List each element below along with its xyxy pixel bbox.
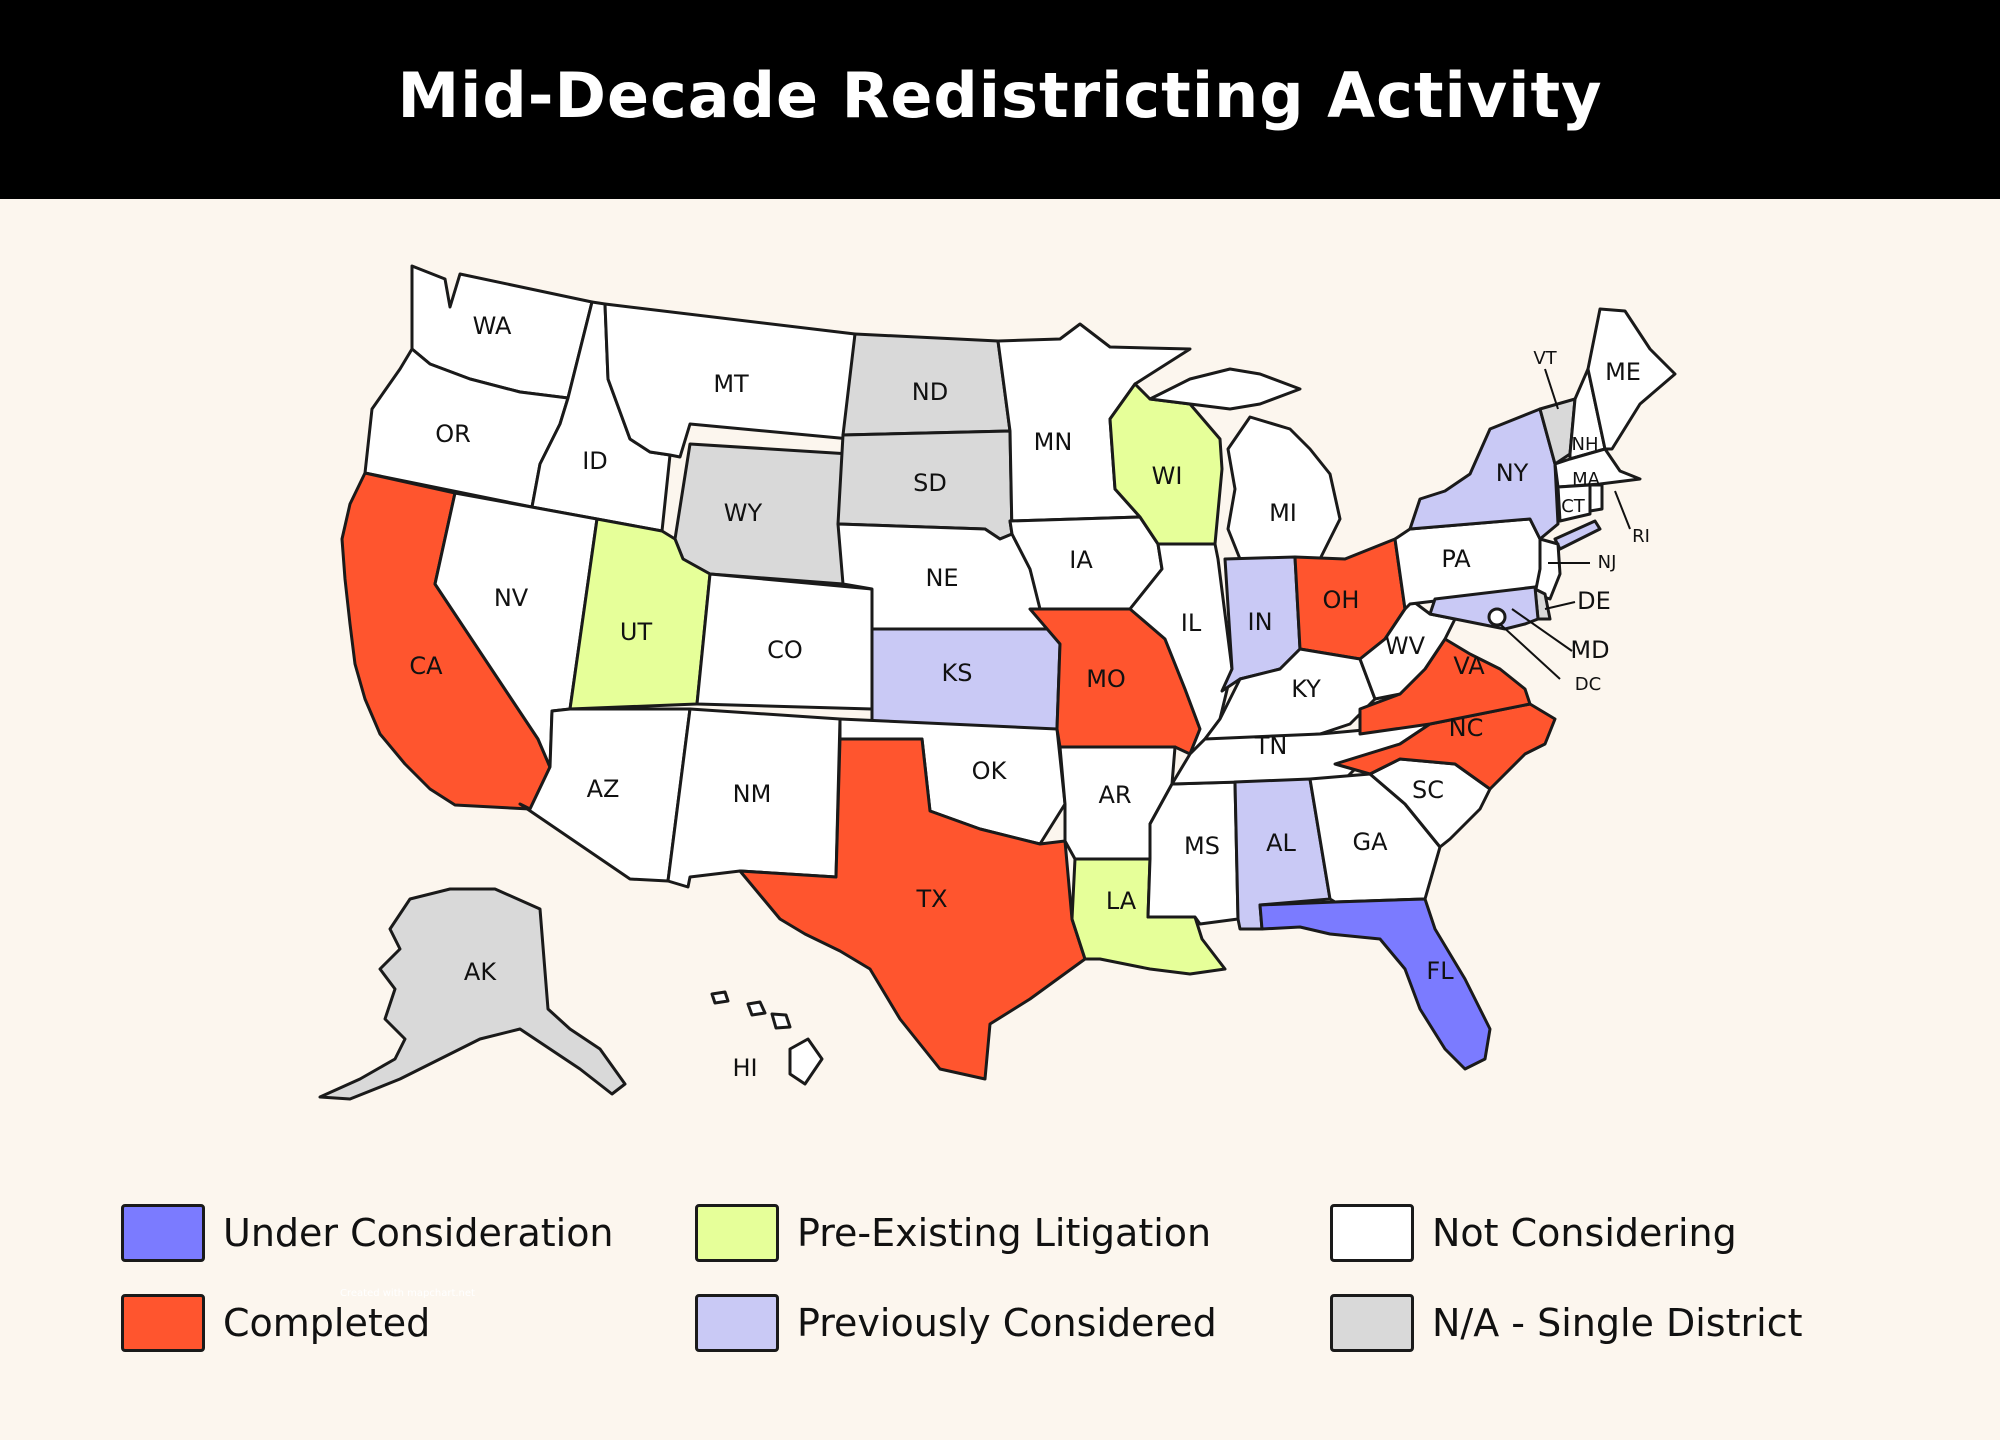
state-label-ca: CA [409,652,443,680]
state-label-id: ID [582,447,608,475]
legend-item-completed: Completed [121,1294,430,1352]
state-tx[interactable] [738,737,1087,1081]
state-label-vt: VT [1533,348,1557,369]
leader-line-vt [1544,368,1559,410]
state-label-ky: KY [1291,675,1321,703]
state-fl[interactable] [1258,897,1492,1071]
state-label-tx: TX [915,885,947,913]
map-title: Mid-Decade Redistricting Activity [397,59,1603,132]
state-label-ks: KS [942,659,973,687]
state-label-in: IN [1247,608,1272,636]
state-label-wi: WI [1152,462,1183,490]
legend-item-not-considering: Not Considering [1330,1204,1737,1262]
state-label-sc: SC [1412,776,1444,804]
legend-swatch-completed [121,1294,205,1352]
state-label-ok: OK [972,757,1008,785]
state-ak[interactable] [318,887,627,1101]
state-label-nj: NJ [1598,552,1617,573]
state-label-md: MD [1570,636,1609,664]
state-mi-upper[interactable] [1148,367,1302,411]
state-label-ia: IA [1069,546,1093,574]
state-label-pa: PA [1441,545,1471,573]
leader-line-dc [1499,623,1561,680]
state-label-ga: GA [1352,828,1388,856]
state-label-az: AZ [587,775,620,803]
legend-swatch-na-single-district [1330,1294,1414,1352]
state-label-or: OR [435,420,471,448]
state-label-sd: SD [913,469,947,497]
state-label-nm: NM [733,780,772,808]
legend-item-pre-existing-litigation: Pre-Existing Litigation [695,1204,1211,1262]
state-label-mo: MO [1086,665,1126,693]
state-label-nv: NV [494,584,529,612]
state-label-wv: WV [1385,632,1426,660]
state-nc[interactable] [1333,702,1557,791]
state-label-nc: NC [1449,714,1484,742]
state-ny[interactable] [1408,407,1560,541]
state-label-mn: MN [1034,428,1073,456]
state-me[interactable] [1586,307,1677,451]
state-label-nh: NH [1572,434,1599,455]
state-label-ct: CT [1561,496,1586,517]
state-label-co: CO [767,636,803,664]
state-wy[interactable] [673,442,852,586]
state-nj[interactable] [1533,537,1562,601]
legend-swatch-under-consideration [121,1204,205,1262]
state-wi[interactable] [1108,382,1224,546]
state-label-me: ME [1605,358,1641,386]
state-mi[interactable] [1226,415,1342,561]
legend-swatch-previously-considered [695,1294,779,1352]
leader-line-md [1511,608,1573,652]
state-label-ma: MA [1572,469,1601,490]
leader-line-de [1544,601,1576,610]
state-label-tn: TN [1254,732,1288,760]
state-label-ut: UT [620,618,653,646]
state-label-wa: WA [473,312,512,340]
legend-swatch-pre-existing-litigation [695,1204,779,1262]
legend-item-previously-considered: Previously Considered [695,1294,1217,1352]
legend-label-previously-considered: Previously Considered [797,1301,1217,1345]
state-label-al: AL [1266,829,1296,857]
state-label-il: IL [1181,609,1202,637]
state-ri[interactable] [1588,483,1604,513]
state-hi[interactable] [710,990,824,1086]
watermark: Created with mapchart.net [340,1288,475,1299]
legend-label-not-considering: Not Considering [1432,1211,1737,1255]
state-ny-long-island[interactable] [1553,519,1602,551]
title-bar: Mid-Decade Redistricting Activity [0,0,2000,199]
state-label-de: DE [1577,587,1611,615]
state-label-la: LA [1106,887,1137,915]
legend-item-na-single-district: N/A - Single District [1330,1294,1802,1352]
state-label-ny: NY [1496,459,1529,487]
state-label-dc: DC [1575,674,1601,695]
legend-label-pre-existing-litigation: Pre-Existing Litigation [797,1211,1212,1255]
state-label-nd: ND [912,378,948,406]
legend-swatch-not-considering [1330,1204,1414,1262]
state-label-ar: AR [1098,781,1131,809]
state-label-va: VA [1453,652,1485,680]
state-dc[interactable] [1487,607,1507,627]
state-label-mt: MT [713,370,749,398]
state-label-oh: OH [1323,586,1360,614]
state-ct[interactable] [1556,483,1592,523]
legend-label-completed: Completed [223,1301,431,1345]
legend-item-under-consideration: Under Consideration [121,1204,614,1262]
state-label-ak: AK [464,958,497,986]
state-label-hi: HI [732,1054,757,1082]
us-map: WA OR CA ID NV MT WY UT AZ CO NM ND SD N… [318,264,1677,1101]
legend-label-under-consideration: Under Consideration [223,1211,614,1255]
state-label-mi: MI [1269,499,1297,527]
state-label-ne: NE [925,564,958,592]
state-label-ri: RI [1632,526,1650,547]
state-label-wy: WY [724,499,763,527]
leader-line-ri [1614,490,1631,530]
state-label-fl: FL [1426,957,1454,985]
state-label-ms: MS [1184,832,1220,860]
legend-label-na-single-district: N/A - Single District [1432,1301,1803,1345]
